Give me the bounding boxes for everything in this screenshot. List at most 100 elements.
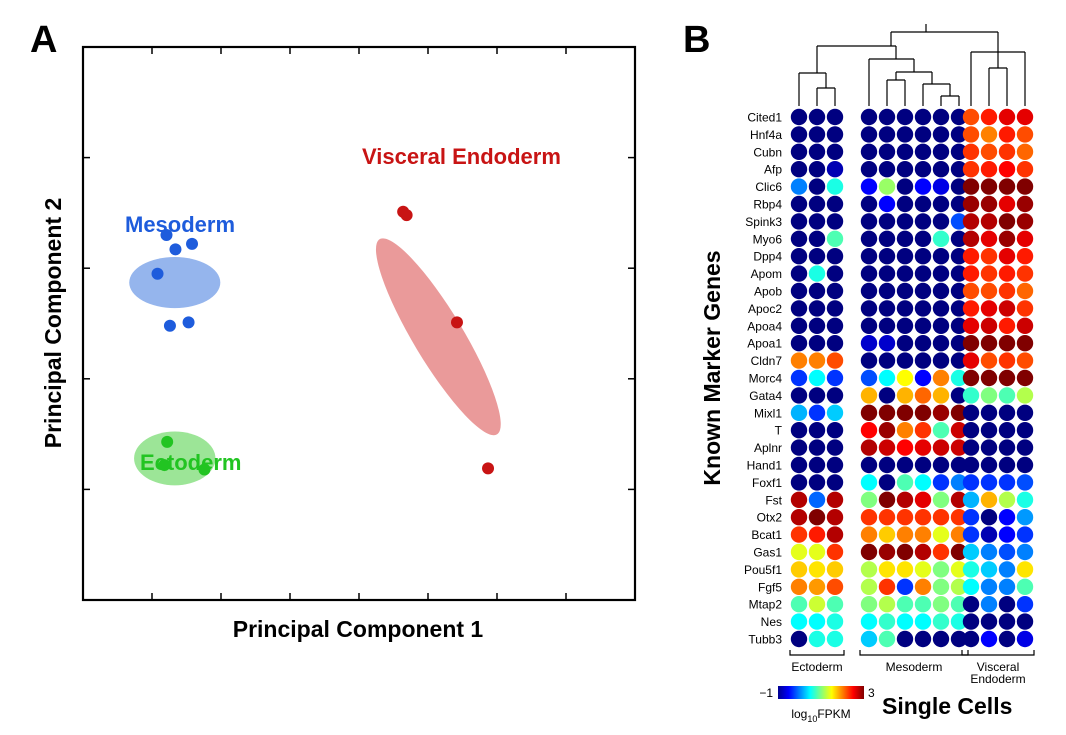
heatmap-cell	[860, 404, 878, 421]
heatmap-cell	[914, 596, 932, 613]
heatmap-cell	[896, 422, 914, 439]
heatmap-cell	[808, 248, 826, 265]
heatmap-cell	[1016, 439, 1034, 456]
heatmap-cell	[950, 561, 968, 578]
heatmap-cell	[932, 578, 950, 595]
heatmap-cell	[950, 509, 968, 526]
heatmap-cell	[998, 387, 1016, 404]
heatmap-cell	[896, 108, 914, 126]
heatmap-cell	[998, 369, 1016, 387]
heatmap-cell	[962, 613, 980, 630]
heatmap-cell	[860, 474, 878, 491]
heatmap-cell	[1016, 526, 1034, 543]
gene-label: Gas1	[753, 546, 782, 560]
heatmap-cell	[932, 108, 950, 126]
heatmap-cell	[896, 456, 914, 474]
heatmap-cell	[808, 143, 826, 160]
heatmap-cell	[1016, 300, 1034, 317]
heatmap-cell	[962, 387, 980, 404]
gene-labels: Cited1 Hnf4a Cubn Afp Clic6 Rbp4 Spink3 Myo6 Dpp…	[744, 111, 783, 647]
heatmap-cell	[932, 543, 950, 561]
heatmap-cell	[950, 108, 968, 126]
heatmap-cell	[790, 509, 808, 526]
heatmap-cell	[932, 456, 950, 474]
heatmap-cell	[1016, 317, 1034, 334]
heatmap-cell	[914, 317, 932, 334]
heatmap-cell	[790, 387, 808, 404]
heatmap-cell	[914, 613, 932, 630]
panel-b-label: B	[683, 19, 710, 61]
heatmap-cell	[790, 613, 808, 630]
gene-label: Tubb3	[748, 633, 782, 647]
heatmap-cell	[790, 543, 808, 561]
heatmap-cell	[860, 230, 878, 247]
heatmap-cell	[962, 526, 980, 543]
heatmap-cell	[808, 387, 826, 404]
heatmap-cell	[808, 578, 826, 595]
heatmap-cell	[878, 369, 896, 387]
heatmap-cell	[790, 630, 808, 648]
heatmap-cell	[962, 213, 980, 230]
heatmap-cell	[808, 491, 826, 508]
heatmap-cell	[950, 248, 968, 265]
heatmap-cell	[878, 213, 896, 230]
heatmap-cell	[896, 213, 914, 230]
heatmap-cell	[980, 439, 998, 456]
heatmap-cell	[896, 561, 914, 578]
heatmap-cell	[932, 387, 950, 404]
heatmap-cell	[962, 195, 980, 213]
heatmap-cell	[860, 317, 878, 334]
heatmap-cell	[998, 108, 1016, 126]
heatmap-cell	[1016, 282, 1034, 300]
heatmap-cell	[950, 474, 968, 491]
heatmap-cell	[1016, 265, 1034, 282]
heatmap-cell	[896, 509, 914, 526]
heatmap-cell	[914, 230, 932, 247]
heatmap-cell	[878, 404, 896, 421]
heatmap-cell	[980, 108, 998, 126]
axis-ticks	[83, 47, 635, 600]
heatmap-cell	[932, 491, 950, 508]
heatmap-cell	[808, 509, 826, 526]
heatmap-cell	[980, 265, 998, 282]
heatmap-cells	[790, 108, 1034, 648]
heatmap-cell	[962, 178, 980, 195]
heatmap-cell	[980, 317, 998, 334]
heatmap-cell	[826, 456, 844, 474]
gene-label: Hand1	[747, 459, 783, 473]
heatmap-cell	[914, 108, 932, 126]
heatmap-cell	[998, 439, 1016, 456]
heatmap-cell	[962, 543, 980, 561]
heatmap-cell	[980, 509, 998, 526]
heatmap-cell	[790, 248, 808, 265]
heatmap-cell	[962, 248, 980, 265]
heatmap-cell	[860, 108, 878, 126]
heatmap-cell	[1016, 230, 1034, 247]
heatmap-cell	[980, 126, 998, 143]
heatmap-cell	[914, 300, 932, 317]
group-labels: Mesoderm Ectoderm Visceral Endoderm	[125, 144, 561, 475]
heatmap-cell	[914, 369, 932, 387]
heatmap-cell	[932, 248, 950, 265]
heatmap-cell	[950, 335, 968, 352]
heatmap-cell	[950, 352, 968, 369]
heatmap-cell	[878, 630, 896, 648]
heatmap-cell	[980, 456, 998, 474]
heatmap-cell	[790, 317, 808, 334]
heatmap-cell	[826, 300, 844, 317]
heatmap-cell	[914, 561, 932, 578]
heatmap-cell	[962, 108, 980, 126]
heatmap-cell	[860, 300, 878, 317]
heatmap-cell	[896, 265, 914, 282]
heatmap-cell	[962, 282, 980, 300]
heatmap-cell	[998, 265, 1016, 282]
panel-a-label: A	[30, 19, 57, 61]
heatmap-cell	[932, 613, 950, 630]
group-bracket	[961, 650, 1035, 656]
gene-label: T	[775, 424, 783, 438]
heatmap-cell	[914, 248, 932, 265]
group-bracket	[859, 650, 969, 656]
heatmap-cell	[878, 543, 896, 561]
gene-label: Nes	[761, 615, 782, 629]
x-axis-label: Principal Component 1	[233, 616, 484, 642]
